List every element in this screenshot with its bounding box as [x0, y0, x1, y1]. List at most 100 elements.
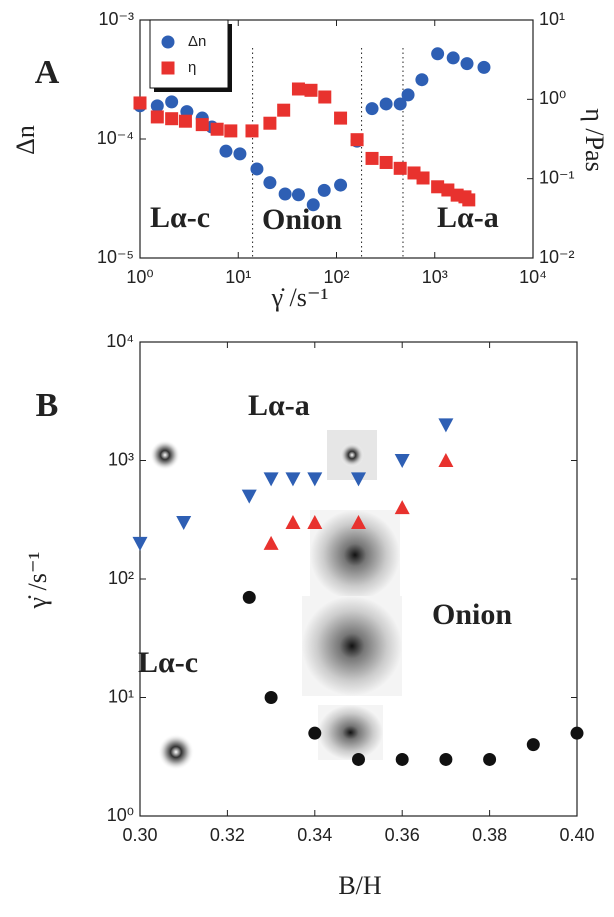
point — [438, 453, 453, 467]
annotation: Onion — [432, 598, 512, 631]
y-tick-label: 10¹ — [108, 686, 134, 706]
point — [151, 99, 164, 112]
point — [380, 97, 393, 110]
point — [307, 472, 322, 486]
point — [165, 112, 178, 125]
point — [395, 454, 410, 468]
point — [292, 82, 305, 95]
micrograph — [158, 734, 194, 770]
point — [233, 147, 246, 160]
point — [250, 162, 263, 175]
point — [351, 133, 364, 146]
point — [162, 62, 175, 75]
point — [263, 176, 276, 189]
y2-axis-label: η /Pas — [580, 108, 609, 171]
point — [304, 84, 317, 97]
point — [285, 472, 300, 486]
point — [402, 88, 415, 101]
annotation: Lα-c — [138, 646, 198, 679]
point — [265, 691, 278, 704]
point — [396, 753, 409, 766]
x-tick-label: 0.32 — [210, 825, 245, 845]
micrograph — [150, 440, 180, 470]
point — [352, 753, 365, 766]
y-axis-label: γ̇ /s⁻¹ — [23, 552, 52, 610]
point — [162, 36, 175, 49]
point — [483, 753, 496, 766]
y2-tick-label: 10⁻¹ — [539, 167, 575, 187]
x-tick-label: 10⁰ — [126, 267, 153, 287]
point — [263, 117, 276, 130]
point — [571, 727, 584, 740]
legend — [150, 20, 228, 88]
point — [219, 145, 232, 158]
y-tick-label: 10⁻³ — [98, 9, 134, 29]
annotation: Onion — [262, 203, 342, 236]
legend-label: η — [188, 59, 196, 76]
y-tick-label: 10⁴ — [106, 331, 134, 351]
point — [308, 727, 321, 740]
point — [366, 152, 379, 165]
x-tick-label: 0.36 — [385, 825, 420, 845]
point — [134, 96, 147, 109]
x-tick-label: 10¹ — [225, 267, 251, 287]
y2-tick-label: 10¹ — [539, 9, 565, 29]
point — [242, 490, 257, 504]
x-axis-label: B/H — [338, 871, 382, 900]
point — [318, 91, 331, 104]
point — [415, 73, 428, 86]
micrograph — [302, 596, 402, 696]
point — [285, 515, 300, 529]
y-axis-label: Δn — [11, 125, 40, 155]
x-tick-label: 0.30 — [122, 825, 157, 845]
y-tick-label: 10² — [108, 568, 134, 588]
y-tick-label: 10³ — [108, 449, 134, 469]
x-tick-label: 0.34 — [297, 825, 332, 845]
y-tick-label: 10⁻⁴ — [97, 128, 134, 148]
point — [318, 184, 331, 197]
point — [394, 162, 407, 175]
point — [264, 536, 279, 550]
point — [179, 115, 192, 128]
x-tick-label: 10⁴ — [519, 267, 547, 287]
point — [196, 118, 209, 131]
micrograph — [340, 443, 364, 467]
y2-tick-label: 10⁰ — [539, 88, 566, 108]
point — [447, 51, 460, 64]
point — [279, 187, 292, 200]
point — [245, 124, 258, 137]
point — [277, 104, 290, 117]
y-tick-label: 10⁻⁵ — [97, 247, 134, 267]
point — [243, 591, 256, 604]
point — [438, 418, 453, 432]
y2-tick-label: 10⁻² — [539, 247, 575, 267]
y-tick-label: 10⁰ — [107, 805, 134, 825]
point — [292, 188, 305, 201]
annotation: Lα-c — [150, 201, 210, 234]
x-tick-label: 10³ — [422, 267, 448, 287]
point — [176, 516, 191, 530]
point — [151, 110, 164, 123]
point — [211, 123, 224, 136]
point — [224, 124, 237, 137]
point — [461, 57, 474, 70]
point — [366, 102, 379, 115]
x-tick-label: 0.38 — [472, 825, 507, 845]
panel-label: B — [36, 387, 59, 424]
point — [334, 112, 347, 125]
point — [477, 61, 490, 74]
point — [264, 472, 279, 486]
point — [395, 500, 410, 514]
point — [380, 156, 393, 169]
micrographs — [150, 430, 402, 770]
point — [439, 753, 452, 766]
point — [334, 179, 347, 192]
x-axis-label: γ̇ /s⁻¹ — [271, 283, 329, 312]
point — [527, 738, 540, 751]
micrograph — [318, 705, 383, 760]
point — [133, 537, 148, 551]
legend-label: Δn — [188, 33, 206, 50]
x-tick-label: 0.40 — [559, 825, 594, 845]
panel-label: A — [35, 54, 60, 91]
